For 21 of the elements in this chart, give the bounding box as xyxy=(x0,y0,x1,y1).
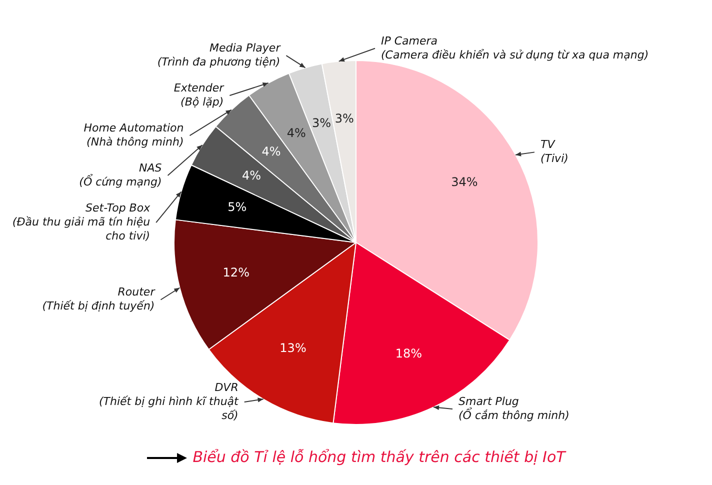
text: Biểu đồ Tỉ lệ lỗ hổng tìm thấy trên các thiết bị IoT xyxy=(192,448,566,466)
data-label: 5% xyxy=(228,200,247,214)
data-label: 4% xyxy=(286,126,306,140)
slice-label: Extender (Bộ lặp) xyxy=(174,81,226,108)
slice-label: NAS (Ổ cứng mạng) xyxy=(79,161,162,188)
slice-label: Smart Plug (Ổ cắm thông minh) xyxy=(458,394,570,422)
data-label: 4% xyxy=(242,168,262,182)
data-label: 13% xyxy=(280,341,306,356)
data-label: 12% xyxy=(222,265,250,280)
data-label: 18% xyxy=(395,346,422,361)
slice-label: IP Camera (Camera điều khiển và sử dụng từ xa qua mạng) xyxy=(381,34,649,62)
slice-label: Set-Top Box (Đầu thu giải mã tín hiệu cho tivi) xyxy=(12,201,151,242)
slice-label: Home Automation (Nhà thông minh) xyxy=(84,121,184,148)
slice-label: Router (Thiết bị định tuyến) xyxy=(42,286,156,313)
slice-label: Media Player (Trình đa phương tiện) xyxy=(157,41,282,68)
slice-label: DVR (Thiết bị ghi hình kĩ thuật số) xyxy=(98,380,240,422)
slice-label: TV (Tivi) xyxy=(540,138,568,166)
data-label: 34% xyxy=(451,175,478,190)
data-label: 3% xyxy=(334,111,354,126)
data-label: 3% xyxy=(312,116,331,130)
data-label: 4% xyxy=(262,144,281,158)
